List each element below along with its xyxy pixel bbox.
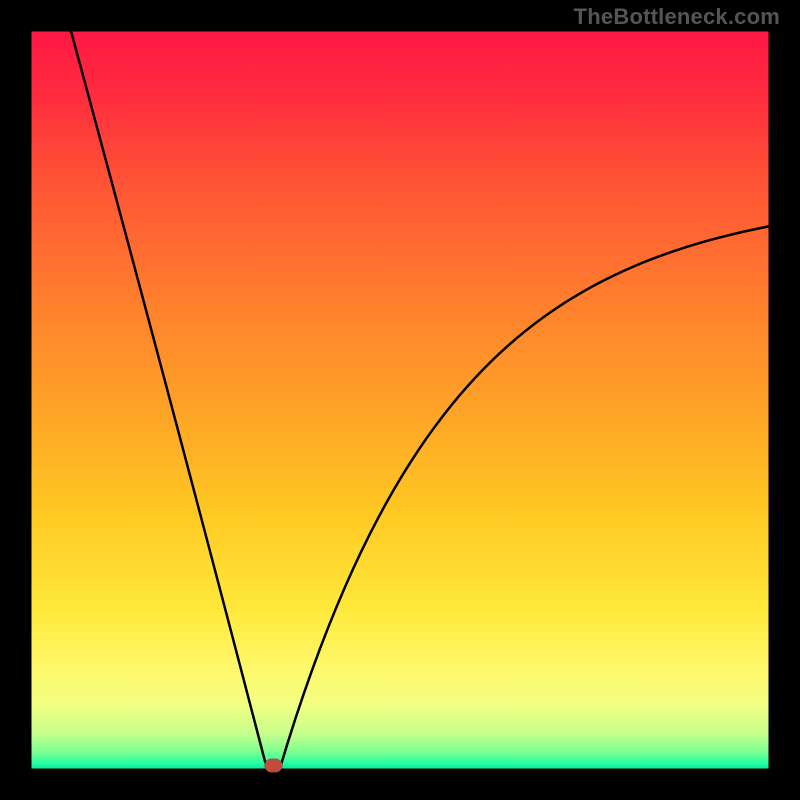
plot-area-background — [30, 30, 770, 770]
bottleneck-chart — [0, 0, 800, 800]
chart-container: TheBottleneck.com — [0, 0, 800, 800]
watermark-label: TheBottleneck.com — [574, 4, 780, 30]
vertex-marker — [265, 759, 283, 772]
